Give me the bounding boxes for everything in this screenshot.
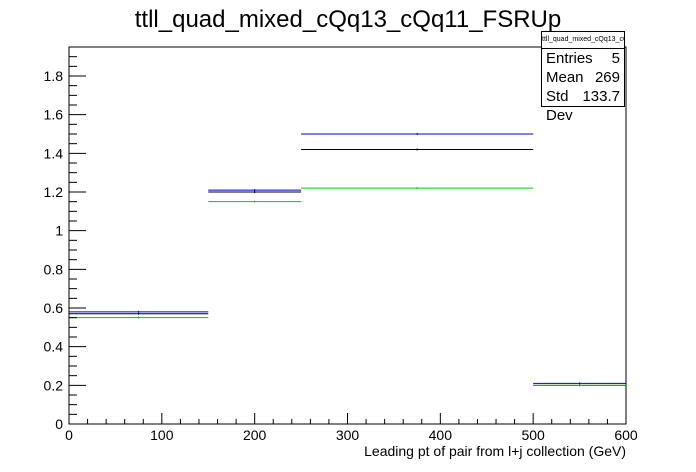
stats-box-name: ttll_quad_mixed_cQq13_cQq11_FSRUp (542, 32, 624, 49)
chart-title: ttll_quad_mixed_cQq13_cQq11_FSRUp (135, 6, 561, 33)
series-1 (69, 133, 626, 385)
stats-value: 5 (611, 50, 620, 67)
x-tick-label: 600 (614, 427, 638, 443)
x-tick-label: 200 (243, 427, 267, 443)
stats-label: Mean (546, 69, 584, 86)
y-tick-label: 1.4 (44, 145, 64, 161)
stats-row-entries: Entries 5 (542, 49, 624, 68)
stats-row-stddev: Std Dev 133.7 (542, 87, 624, 124)
stats-value: 269 (594, 69, 620, 86)
stats-value: 133.7 (582, 88, 620, 105)
series-layer (69, 133, 626, 387)
stats-label: Entries (546, 50, 593, 67)
y-tick-label: 0 (55, 416, 63, 432)
y-tick-label: 0.4 (44, 339, 64, 355)
y-axis: 0 0.2 0.4 0.6 0.8 1 1.2 1.4 1.6 1.8 (44, 46, 86, 432)
x-tick-label: 0 (65, 427, 73, 443)
series-2 (69, 187, 626, 387)
stats-box: ttll_quad_mixed_cQq13_cQq11_FSRUp Entrie… (541, 31, 625, 124)
x-tick-label: 300 (336, 427, 360, 443)
x-tick-label: 500 (521, 427, 545, 443)
series-0 (69, 148, 626, 387)
y-tick-label: 0.6 (44, 300, 64, 316)
x-axis: 0 100 200 300 400 500 600 (65, 413, 638, 443)
stats-row-mean: Mean 269 (542, 68, 624, 87)
x-axis-title: Leading pt of pair from l+j collection (… (364, 443, 626, 459)
y-tick-label: 1 (55, 223, 63, 239)
x-tick-label: 400 (429, 427, 453, 443)
x-tick-label: 100 (150, 427, 174, 443)
y-tick-label: 1.6 (44, 107, 64, 123)
y-tick-label: 0.8 (44, 261, 64, 277)
y-tick-label: 0.2 (44, 377, 64, 393)
stats-label: Std Dev (546, 88, 573, 124)
y-tick-label: 1.8 (44, 68, 64, 84)
y-tick-label: 1.2 (44, 184, 64, 200)
